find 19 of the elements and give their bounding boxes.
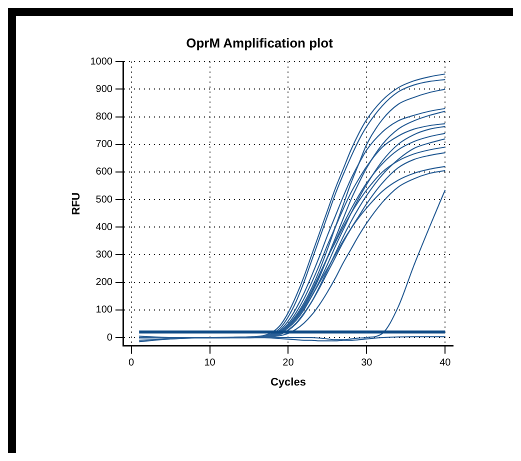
y-tick-label: 300 [96, 249, 113, 260]
y-tick-label: 500 [96, 194, 113, 206]
y-tick-label: 1000 [90, 56, 113, 68]
x-axis-title: Cycles [270, 376, 306, 388]
x-tick-label: 20 [282, 358, 294, 369]
y-tick-label: 600 [96, 166, 113, 178]
y-tick-label: 900 [96, 84, 113, 95]
y-tick-label: 400 [96, 222, 113, 233]
chart-title: OprM Amplification plot [186, 35, 334, 50]
x-tick-label: 40 [440, 358, 452, 369]
y-tick-label: 100 [96, 304, 113, 316]
y-tick-label: 0 [106, 332, 113, 344]
x-tick-label: 0 [128, 358, 135, 369]
x-tick-label: 10 [204, 358, 216, 369]
y-tick-label: 200 [96, 277, 113, 288]
y-tick-label: 800 [96, 112, 113, 123]
y-tick-label: 700 [96, 139, 113, 150]
y-axis-title: RFU [70, 192, 83, 216]
x-tick-label: 30 [361, 358, 373, 369]
